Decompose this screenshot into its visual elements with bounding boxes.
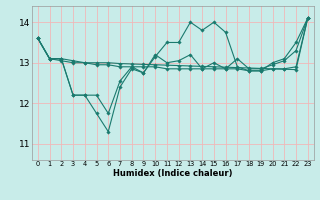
X-axis label: Humidex (Indice chaleur): Humidex (Indice chaleur) — [113, 169, 233, 178]
